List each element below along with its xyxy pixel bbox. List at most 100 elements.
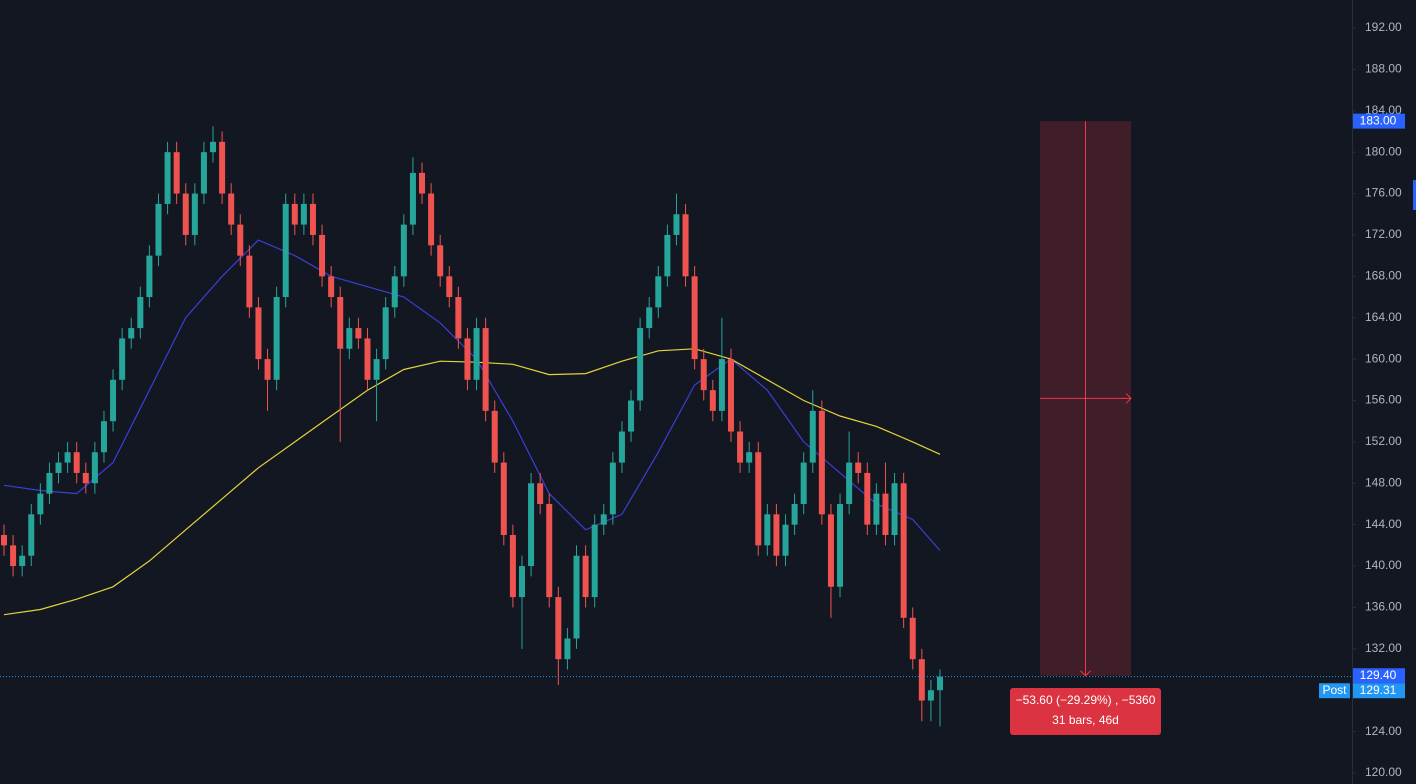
candle-body	[309, 203, 316, 235]
candle-body	[664, 234, 671, 277]
candle-body	[509, 535, 516, 598]
y-tick-label: 180.00	[1365, 144, 1402, 158]
measure-label-box	[1010, 688, 1161, 735]
candle-body	[646, 307, 653, 329]
candle-body	[91, 452, 98, 484]
candle-body	[818, 410, 825, 515]
candle-body	[473, 328, 480, 380]
candle-body	[537, 483, 544, 504]
candle-body	[119, 338, 126, 380]
candle-body	[855, 462, 862, 473]
candle-body	[446, 276, 453, 298]
candle-body	[827, 514, 834, 587]
candle-body	[28, 514, 35, 556]
y-tick-label: 188.00	[1365, 62, 1402, 76]
candle-body	[891, 483, 898, 536]
candle-body	[773, 514, 780, 556]
candle-body	[737, 431, 744, 463]
y-tick-label: 148.00	[1365, 475, 1402, 489]
y-tick-label: 164.00	[1365, 310, 1402, 324]
candle-body	[873, 493, 880, 525]
candle-body	[291, 203, 298, 225]
candle-body	[800, 462, 807, 504]
candle-body	[618, 431, 625, 463]
candle-body	[219, 141, 226, 194]
candle-body	[364, 338, 371, 380]
candle-body	[146, 255, 153, 298]
candle-body	[55, 462, 62, 473]
candle-body	[846, 462, 853, 504]
candle-body	[918, 659, 925, 701]
candle-body	[137, 297, 144, 329]
candle-body	[255, 307, 262, 360]
candle-body	[546, 503, 553, 598]
candle-body	[382, 307, 389, 360]
candle-body	[755, 452, 762, 546]
candle-body	[482, 328, 489, 411]
candle-body	[82, 472, 89, 484]
candle-body	[428, 193, 435, 246]
price-tag	[1353, 683, 1405, 699]
candle-body	[782, 524, 789, 556]
candle-body	[191, 193, 198, 235]
candle-body	[709, 390, 716, 411]
candle-body	[355, 328, 362, 339]
candle-body	[128, 328, 135, 339]
candle-body	[727, 359, 734, 432]
candle-body	[264, 359, 271, 380]
measure-label: 31 bars, 46d	[1052, 713, 1119, 727]
candle-body	[400, 224, 407, 277]
price-tag-label: 183.00	[1360, 113, 1397, 127]
candle-body	[555, 597, 562, 660]
candle-body	[391, 276, 398, 308]
candle-body	[19, 555, 26, 567]
candle-body	[319, 234, 326, 277]
candle-body	[573, 555, 580, 639]
candle-body	[210, 141, 217, 153]
measure-label: −53.60 (−29.29%) , −5360	[1016, 693, 1156, 707]
candle-body	[927, 690, 934, 701]
candle-body	[455, 297, 462, 339]
candle-body	[609, 462, 616, 515]
candle-body	[300, 203, 307, 225]
y-tick-label: 140.00	[1365, 558, 1402, 572]
candle-body	[682, 214, 689, 277]
candle-body	[937, 676, 943, 691]
candle-body	[864, 472, 871, 525]
y-tick-label: 172.00	[1365, 227, 1402, 241]
price-tag	[1353, 113, 1405, 129]
y-tick-label: 152.00	[1365, 434, 1402, 448]
y-tick-label: 136.00	[1365, 600, 1402, 614]
y-tick-label: 184.00	[1365, 103, 1402, 117]
candle-body	[155, 203, 162, 256]
candle-body	[655, 276, 662, 308]
candle-body	[491, 410, 498, 463]
candle-body	[419, 172, 426, 194]
candle-body	[110, 379, 117, 422]
candle-body	[882, 493, 889, 536]
measure-arrow	[1080, 670, 1091, 677]
y-tick-label: 124.00	[1365, 724, 1402, 738]
candle-body	[200, 152, 207, 194]
candle-body	[600, 514, 607, 525]
candle-body	[409, 172, 416, 225]
candle-body	[518, 566, 525, 598]
candle-body	[64, 452, 71, 463]
candle-body	[246, 255, 253, 308]
candle-body	[1, 535, 7, 546]
price-tag-label: 129.40	[1360, 668, 1397, 682]
price-tag-label: 129.31	[1360, 683, 1397, 697]
candle-body	[100, 421, 107, 453]
candle-body	[528, 483, 535, 567]
y-tick-label: 176.00	[1365, 186, 1402, 200]
candle-body	[700, 359, 707, 391]
y-tick-label: 120.00	[1365, 765, 1402, 779]
candle-body	[628, 400, 635, 432]
candle-body	[746, 452, 753, 463]
candle-body	[437, 245, 444, 277]
post-tag	[1319, 683, 1350, 699]
candle-body	[673, 214, 680, 235]
y-tick-label: 144.00	[1365, 517, 1402, 531]
